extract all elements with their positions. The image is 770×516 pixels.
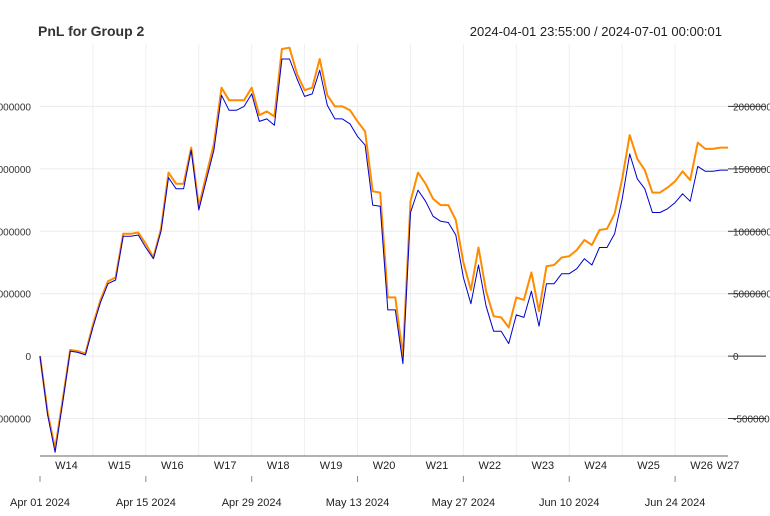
y-tick-label-right: 20000000 — [733, 102, 770, 113]
week-tick-label: W16 — [161, 460, 184, 472]
week-tick-label: W19 — [320, 460, 343, 472]
week-tick-label: W23 — [531, 460, 554, 472]
date-tick-label: Apr 29 2024 — [222, 497, 282, 509]
date-tick-label: May 13 2024 — [326, 497, 390, 509]
series-line-pnl — [39, 46, 728, 450]
y-tick-label-left: -5000000 — [0, 415, 31, 426]
week-tick-label: W22 — [479, 460, 502, 472]
date-tick-label: Jun 10 2024 — [539, 497, 600, 509]
tick-labels: -5000000 -5000000 0 0 5000000 5000000 10000000… — [0, 102, 770, 509]
date-tick-label: May 27 2024 — [432, 497, 496, 509]
y-tick-label-left: 20000000 — [0, 102, 31, 113]
date-tick-label: Apr 01 2024 — [10, 497, 70, 509]
week-tick-label: W20 — [373, 460, 396, 472]
y-tick-label-left: 0 — [25, 352, 31, 363]
date-tick-label: Apr 15 2024 — [116, 497, 176, 509]
axes — [39, 105, 766, 482]
date-tick-label: Jun 24 2024 — [645, 497, 706, 509]
y-tick-label-right: -5000000 — [733, 415, 770, 426]
y-tick-label-right: 5000000 — [733, 290, 770, 301]
week-tick-label: W15 — [108, 460, 131, 472]
y-tick-label-right: 0 — [733, 352, 739, 363]
week-tick-label: W27 — [717, 460, 740, 472]
week-tick-label: W25 — [637, 460, 660, 472]
week-tick-label: W14 — [55, 460, 78, 472]
y-tick-label-left: 5000000 — [0, 290, 31, 301]
week-tick-label: W18 — [267, 460, 290, 472]
series-line-pnl-net — [39, 58, 728, 453]
chart-title: PnL for Group 2 — [38, 23, 145, 39]
series-lines — [39, 46, 728, 453]
week-tick-label: W26 — [690, 460, 713, 472]
week-tick-label: W17 — [214, 460, 237, 472]
grid-lines — [40, 44, 728, 456]
week-tick-label: W21 — [426, 460, 449, 472]
date-range: 2024-04-01 23:55:00 / 2024-07-01 00:00:0… — [469, 24, 722, 39]
week-tick-label: W24 — [584, 460, 607, 472]
